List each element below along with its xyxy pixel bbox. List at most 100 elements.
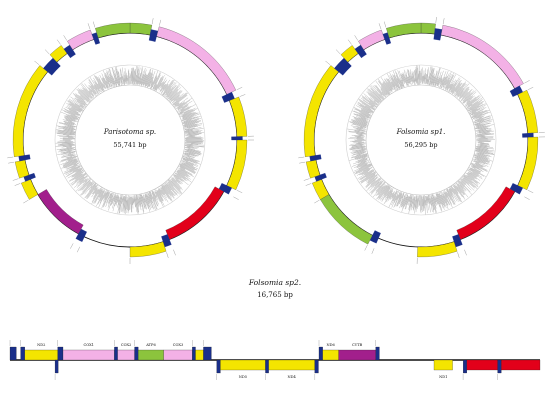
feature-tick: [524, 197, 529, 200]
linear-gene-atp: [138, 350, 163, 360]
genome-1-species: Parisotoma sp.: [103, 128, 156, 136]
linear-gene-trna: [58, 347, 63, 360]
linear-gene-trna: [114, 347, 117, 360]
linear-gene-pcg: [196, 350, 204, 360]
feature-tick: [233, 197, 238, 200]
linear-gene-pcg: [269, 360, 315, 370]
linear-gene-rrna: [467, 360, 498, 370]
feature-tick: [384, 22, 386, 28]
gene-segment-pcg: [518, 137, 538, 190]
feature-tick: [35, 61, 40, 65]
gene-segment-atp: [95, 23, 130, 38]
linear-gene-trna: [498, 360, 502, 373]
linear-gene-label: COX2: [121, 343, 131, 347]
feature-tick: [173, 250, 175, 256]
feature-tick: [13, 179, 19, 181]
gene-segment-nad: [38, 189, 83, 233]
gene-segment-atp: [130, 23, 152, 35]
feature-tick: [64, 35, 67, 40]
feature-tick: [57, 40, 61, 45]
feature-tick: [458, 252, 460, 258]
feature-tick: [152, 18, 153, 24]
linear-gene-label: ATP6: [145, 343, 156, 347]
feature-tick: [299, 162, 305, 163]
gene-segment-pcg: [229, 97, 246, 137]
feature-tick: [240, 94, 246, 96]
feature-tick: [7, 157, 13, 158]
feature-tick: [348, 40, 352, 45]
feature-tick: [443, 18, 444, 24]
gene-segment-pcg: [15, 160, 29, 178]
feature-tick: [326, 61, 331, 65]
gene-segment-cox: [157, 27, 236, 95]
linear-gene-label: ND4: [288, 375, 297, 379]
linear-gene-trna: [21, 347, 25, 360]
gene-segment-pcg: [417, 242, 457, 257]
linear-gene-label: ND1: [439, 375, 447, 379]
feature-tick: [15, 183, 21, 185]
gene-segment-rrna: [457, 187, 515, 240]
genome-2-species: Folsomia sp1.: [396, 128, 446, 136]
linear-gene-nad: [339, 350, 376, 360]
gene-segment-pcg: [130, 242, 166, 257]
feature-tick: [70, 243, 73, 248]
feature-tick: [304, 179, 310, 181]
linear-gene-trna: [463, 360, 467, 373]
feature-tick: [88, 23, 90, 29]
gene-segment-atp: [320, 194, 372, 244]
circular-genome-maps: [7, 17, 545, 264]
linear-gene-cox: [63, 350, 114, 360]
gc-content-ring: [346, 65, 496, 215]
gc-inner-edge: [75, 85, 185, 195]
linear-gene-label: ND2: [37, 343, 45, 347]
feature-tick: [436, 17, 437, 23]
feature-tick: [365, 245, 368, 250]
feature-tick: [8, 162, 14, 163]
feature-tick: [336, 50, 340, 54]
gene-segment-atp: [421, 23, 436, 34]
feature-tick: [355, 35, 358, 40]
linear-map-length: 16,765 bp: [257, 291, 293, 299]
linear-gene-trna: [135, 347, 139, 360]
linear-gene-label: CYTB: [352, 343, 363, 347]
genome-2-length: 56,295 bp: [404, 141, 437, 149]
linear-gene-label: COX3: [173, 343, 184, 347]
linear-gene-cox: [164, 350, 193, 360]
gene-segment-trna: [522, 133, 533, 138]
gene-segment-pcg: [306, 160, 320, 178]
feature-tick: [167, 252, 169, 258]
gc-inner-edge: [366, 85, 476, 195]
linear-gene-trna: [319, 347, 323, 360]
linear-gene-label: COX1: [83, 343, 93, 347]
genome-1-length: 55,741 bp: [113, 141, 146, 149]
feature-tick: [306, 183, 312, 185]
linear-gene-trna: [55, 360, 58, 373]
feature-tick: [45, 50, 49, 54]
feature-tick: [528, 87, 533, 90]
linear-gene-trna: [203, 347, 211, 360]
linear-gene-trna: [265, 360, 268, 373]
feature-tick: [524, 80, 529, 83]
feature-tick: [159, 20, 161, 26]
gene-segment-pcg: [518, 90, 538, 133]
feature-tick: [237, 190, 242, 193]
linear-gene-pcg: [323, 350, 339, 360]
gene-segment-cox: [358, 30, 384, 50]
gc-content-ring: [55, 65, 205, 215]
linear-gene-trna: [192, 347, 195, 360]
linear-gene-rrna: [501, 360, 540, 370]
linear-gene-trna: [376, 347, 380, 360]
gene-segment-pcg: [227, 140, 247, 190]
feature-tick: [464, 250, 466, 256]
feature-tick: [23, 200, 28, 203]
gene-segment-trna: [434, 28, 442, 40]
feature-tick: [372, 248, 374, 254]
feature-tick: [298, 157, 304, 158]
gene-segment-trna: [231, 136, 242, 140]
linear-gene-label: ND6: [326, 343, 335, 347]
feature-tick: [314, 200, 319, 203]
linear-gene-pcg: [220, 360, 265, 370]
feature-tick: [77, 247, 80, 252]
